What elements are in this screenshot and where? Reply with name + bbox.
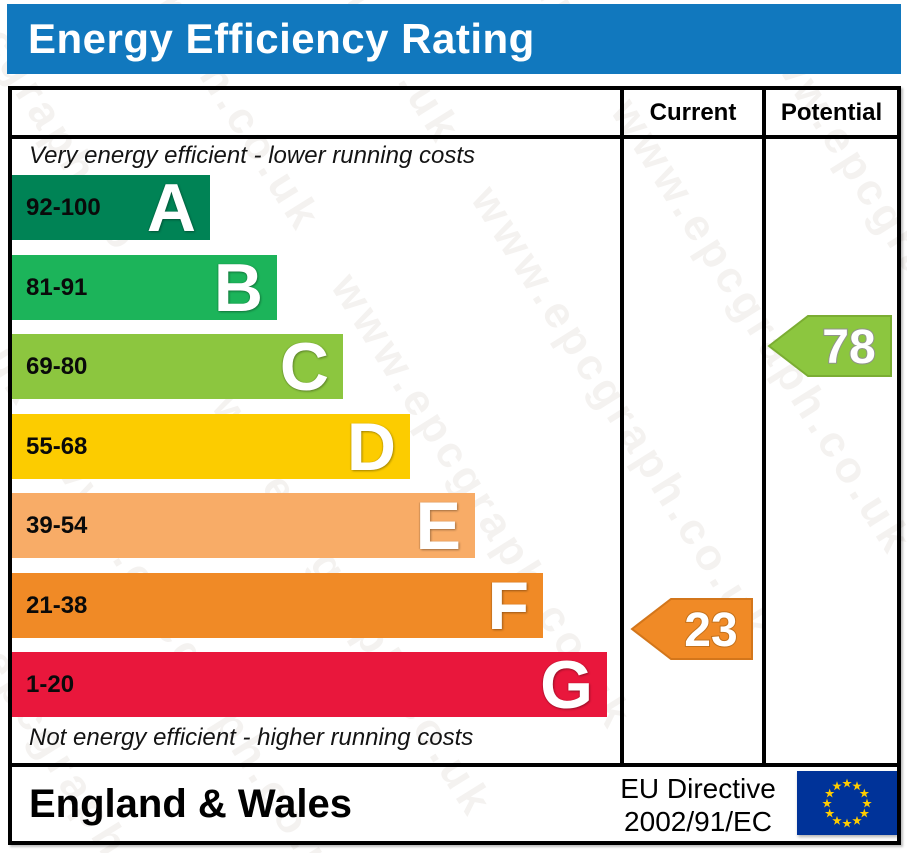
band-a-range: 92-100	[26, 193, 101, 221]
band-d-letter: D	[346, 408, 396, 485]
title-bar: Energy Efficiency Rating	[7, 4, 901, 74]
potential-column-label: Potential	[780, 98, 883, 126]
potential-column-divider	[762, 86, 766, 763]
band-c-range: 69-80	[26, 352, 88, 380]
band-g-bar: 1-20 G	[12, 646, 607, 723]
potential-arrow-shape	[767, 315, 892, 377]
band-g-letter: G	[540, 646, 593, 723]
current-column-label: Current	[649, 98, 737, 126]
eu-directive-label: EU Directive 2002/91/EC	[600, 772, 796, 838]
current-rating-value: 23	[684, 604, 737, 657]
region-name: England & Wales	[29, 781, 353, 826]
band-e-letter: E	[415, 487, 461, 564]
band-c-letter: C	[279, 328, 329, 405]
header-divider-line	[8, 135, 901, 139]
band-a-letter: A	[146, 169, 196, 246]
potential-rating-arrow: 78	[767, 315, 892, 377]
band-f-bar: 21-38 F	[12, 567, 543, 644]
band-e-bar: 39-54 E	[12, 487, 475, 564]
band-b-letter: B	[213, 249, 263, 326]
band-e-range: 39-54	[26, 511, 88, 539]
band-b-bar: 81-91 B	[12, 249, 277, 326]
current-column-header: Current	[624, 90, 762, 135]
band-b-range: 81-91	[26, 273, 88, 301]
rating-table-frame	[8, 86, 901, 845]
band-g-range: 1-20	[26, 670, 75, 698]
footer-region-label: England & Wales	[29, 767, 352, 841]
band-f-range: 21-38	[26, 591, 88, 619]
current-column-divider	[620, 86, 624, 763]
band-c-bar: 69-80 C	[12, 328, 343, 405]
eu-directive-line2: 2002/91/EC	[624, 806, 772, 837]
band-a-bar: 92-100 A	[12, 169, 210, 246]
eu-directive-line1: EU Directive	[620, 773, 776, 804]
band-f-letter: F	[487, 567, 529, 644]
potential-rating-value: 78	[822, 321, 875, 374]
eu-flag-icon	[797, 771, 897, 835]
note-very-efficient: Very energy efficient - lower running co…	[29, 142, 475, 169]
current-rating-arrow: 23	[630, 598, 753, 660]
band-d-bar: 55-68 D	[12, 408, 410, 485]
page-title: Energy Efficiency Rating	[28, 15, 535, 62]
footer-divider-line	[8, 763, 901, 767]
potential-column-header: Potential	[766, 90, 897, 135]
band-d-range: 55-68	[26, 432, 88, 460]
note-not-efficient: Not energy efficient - higher running co…	[29, 724, 474, 751]
current-arrow-shape	[630, 598, 753, 660]
